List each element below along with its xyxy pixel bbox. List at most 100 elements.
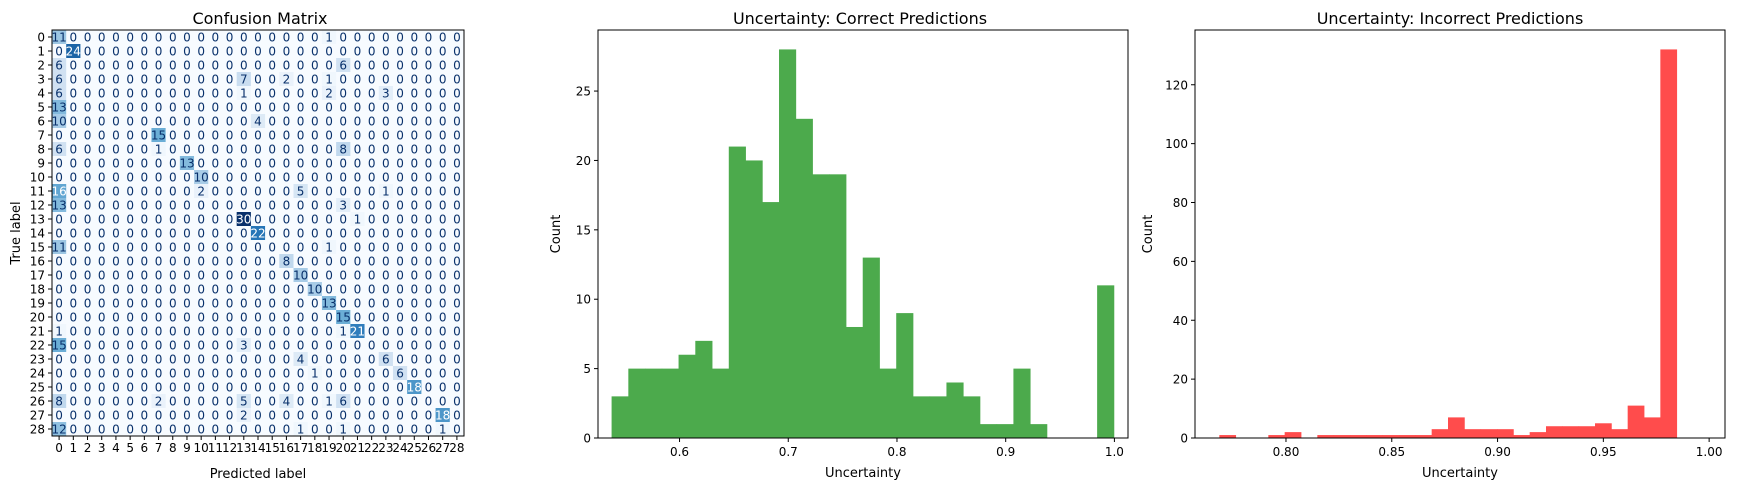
cm-cell	[364, 310, 380, 325]
cm-cell	[265, 86, 280, 101]
cm-cell	[208, 170, 223, 185]
cm-cell-value: 0	[368, 87, 376, 101]
cm-cell-value: 0	[453, 353, 461, 367]
cm-cell	[222, 128, 237, 143]
cm-cell	[137, 156, 152, 171]
cm-cell	[364, 338, 380, 353]
cm-cell	[80, 44, 95, 59]
cm-cell-value: 0	[311, 255, 319, 269]
cm-cell	[80, 72, 95, 87]
cm-cell-value: 0	[69, 409, 77, 423]
cm-cell	[94, 240, 110, 255]
cm-cell	[194, 114, 209, 129]
cm-cell-value: 0	[311, 185, 319, 199]
cm-cell-value: 0	[197, 129, 205, 143]
cm-cell	[407, 72, 422, 87]
cm-cell-value: 0	[254, 311, 262, 325]
cm-cell-value: 0	[425, 255, 433, 269]
cm-cell	[321, 324, 337, 339]
cm-cell-value: 0	[410, 325, 418, 339]
cm-cell	[435, 114, 451, 129]
cm-cell-value: 0	[55, 409, 63, 423]
cm-cell-value: 0	[84, 171, 92, 185]
cm-cell	[123, 100, 138, 115]
cm-cell-value: 2	[240, 409, 248, 423]
cm-cell-value: 0	[325, 199, 333, 213]
h2-x-tick-label: 0.85	[1378, 445, 1405, 459]
h1-bar	[795, 118, 813, 438]
cm-cell	[392, 324, 408, 339]
cm-cell-value: 0	[197, 367, 205, 381]
cm-cell	[250, 254, 266, 269]
cm-cell	[421, 226, 436, 241]
cm-cell-value: 0	[339, 45, 347, 59]
cm-cell-value: 0	[112, 157, 120, 171]
cm-cell-value: 0	[197, 115, 205, 129]
cm-cell	[165, 170, 181, 185]
cm-cell-value: 0	[212, 199, 220, 213]
cm-cell	[151, 100, 166, 115]
cm-cell	[265, 142, 280, 157]
cm-cell-value: 0	[339, 157, 347, 171]
cm-cell	[336, 310, 351, 325]
cm-cell-value: 0	[84, 101, 92, 115]
cm-cell	[165, 310, 181, 325]
cm-cell-value: 0	[126, 59, 134, 73]
cm-cell	[94, 282, 110, 297]
cm-cell-value: 0	[439, 185, 447, 199]
cm-cell-value: 0	[283, 87, 291, 101]
cm-y-tick-label: 24	[30, 367, 45, 381]
cm-cell-value: 0	[155, 367, 163, 381]
cm-cell	[307, 44, 323, 59]
cm-cell	[52, 30, 67, 45]
cm-cell	[52, 128, 67, 143]
cm-cell-value: 0	[268, 325, 276, 339]
cm-cell-value: 0	[410, 255, 418, 269]
cm-cell-value: 0	[69, 339, 77, 353]
cm-cell	[236, 184, 252, 199]
cm-y-tick-label: 18	[30, 283, 45, 297]
cm-cell	[407, 240, 422, 255]
cm-cell	[222, 198, 237, 213]
cm-cell-value: 0	[254, 339, 262, 353]
cm-cell	[421, 128, 436, 143]
cm-cell-value: 4	[297, 353, 305, 367]
cm-cell-value: 0	[354, 353, 362, 367]
cm-cell	[336, 72, 351, 87]
cm-cell-value: 0	[339, 87, 347, 101]
cm-cell	[250, 296, 266, 311]
cm-cell-value: 0	[368, 101, 376, 115]
cm-cell-value: 0	[439, 213, 447, 227]
cm-cell-value: 0	[354, 143, 362, 157]
cm-cell-value: 8	[55, 395, 63, 409]
cm-cell-value: 0	[240, 423, 248, 437]
cm-cell-value: 0	[311, 213, 319, 227]
cm-cell-value: 0	[254, 45, 262, 59]
cm-cell	[407, 86, 422, 101]
cm-cell-value: 0	[84, 73, 92, 87]
cm-cell	[222, 212, 237, 227]
cm-cell-value: 0	[240, 129, 248, 143]
cm-cell-value: 0	[69, 213, 77, 227]
cm-cell-value: 0	[155, 241, 163, 255]
cm-cell	[151, 226, 166, 241]
cm-cell-value: 7	[240, 73, 248, 87]
cm-cell-value: 3	[382, 87, 390, 101]
cm-cell	[421, 86, 436, 101]
cm-cell	[293, 100, 309, 115]
cm-cell-value: 0	[368, 423, 376, 437]
h2-x-tick-label: 0.90	[1484, 445, 1511, 459]
cm-cell	[265, 352, 280, 367]
cm-cell	[307, 254, 323, 269]
cm-cell-value: 0	[283, 367, 291, 381]
cm-x-tick-label: 0	[55, 441, 63, 455]
h2-y-tick-label: 20	[1173, 373, 1188, 387]
cm-cell-value: 0	[98, 241, 106, 255]
cm-cell-value: 0	[439, 101, 447, 115]
cm-cell	[364, 100, 380, 115]
cm-cell-value: 0	[155, 283, 163, 297]
cm-cell	[336, 240, 351, 255]
cm-x-tick-label: 6	[141, 441, 149, 455]
cm-cell-value: 0	[98, 59, 106, 73]
h2-y-tick-label: 80	[1173, 196, 1188, 210]
